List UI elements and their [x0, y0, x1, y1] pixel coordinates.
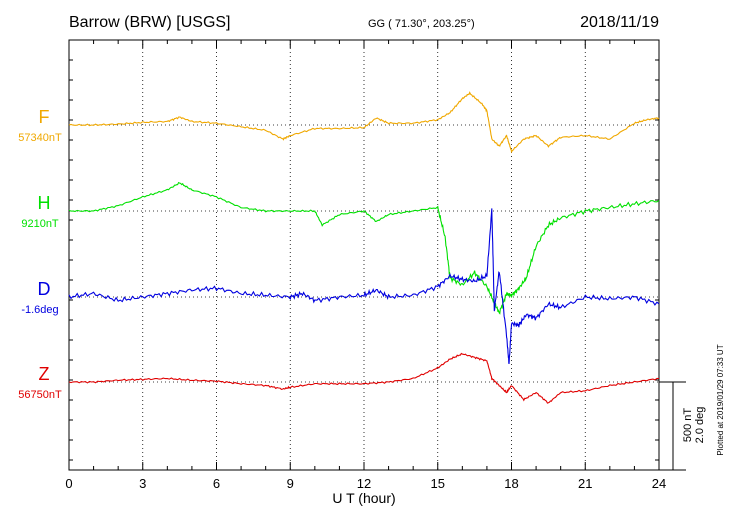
series-baseline-label: 57340nT — [18, 132, 62, 144]
x-tick-label: 6 — [213, 476, 220, 491]
coordinates-label: GG ( 71.30°, 203.25°) — [368, 18, 475, 30]
x-tick-label: 12 — [357, 476, 371, 491]
series-name-label: D — [38, 279, 51, 299]
x-tick-label: 3 — [139, 476, 146, 491]
series-line-h — [68, 181, 660, 315]
x-tick-labels: 0 3 6 9 12 15 18 21 24 — [65, 476, 666, 491]
x-tick-label: 0 — [65, 476, 72, 491]
series-labels: F 57340nT H 9210nT D -1.6deg Z 56750nT — [18, 107, 62, 401]
scale-bar: 500 nT 2.0 deg — [659, 381, 706, 471]
station-title: Barrow (BRW) [USGS] — [69, 14, 231, 31]
series-name-label: Z — [39, 364, 50, 384]
series-line-f — [68, 91, 660, 154]
series-name-label: F — [39, 107, 50, 127]
data-series — [68, 91, 660, 404]
scale-nt-label: 500 nT — [682, 408, 694, 443]
axis-ticks — [68, 40, 660, 470]
series-line-d — [68, 208, 660, 364]
series-name-label: H — [38, 193, 51, 213]
series-line-z — [68, 352, 660, 404]
series-baseline-label: -1.6deg — [21, 304, 58, 316]
plotted-timestamp: Plotted at 2019/01/29 07:33 UT — [716, 344, 725, 455]
x-tick-label: 21 — [578, 476, 592, 491]
grid-lines — [69, 40, 659, 470]
x-axis-label: U T (hour) — [332, 490, 395, 506]
x-tick-label: 18 — [504, 476, 518, 491]
series-baseline-label: 56750nT — [18, 389, 62, 401]
series-baseline-label: 9210nT — [21, 218, 59, 230]
x-tick-label: 24 — [652, 476, 666, 491]
scale-deg-label: 2.0 deg — [694, 407, 706, 444]
x-tick-label: 9 — [287, 476, 294, 491]
date-label: 2018/11/19 — [580, 14, 659, 31]
x-tick-label: 15 — [431, 476, 445, 491]
